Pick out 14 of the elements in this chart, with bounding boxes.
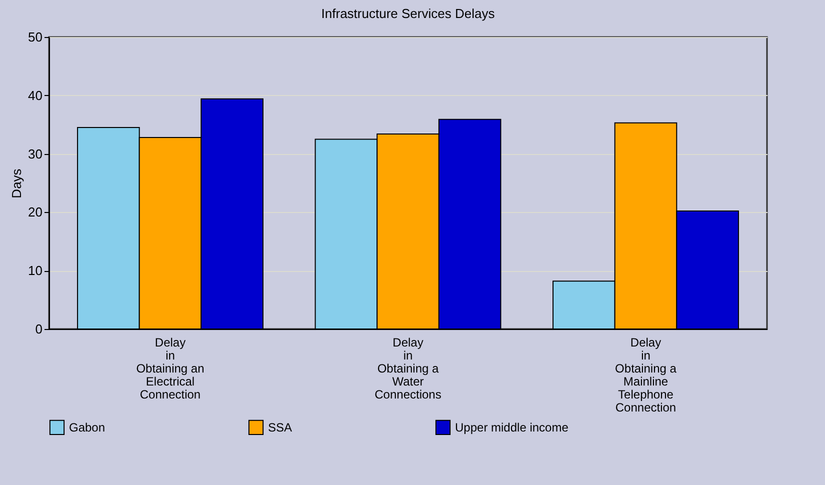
y-tick-label: 20 <box>28 204 42 220</box>
legend-label: SSA <box>268 420 292 434</box>
y-tick-label: 10 <box>28 263 42 278</box>
chart-title: Infrastructure Services Delays <box>321 6 496 21</box>
x-tick-label: Delay in Obtaining a Water Connections <box>374 336 442 402</box>
x-tick-label: Delay in Obtaining an Electrical Connection <box>136 336 204 402</box>
x-tick-label: Delay in Obtaining a Mainline Telephone Connection <box>615 336 677 414</box>
y-tick-label: 40 <box>28 88 42 103</box>
legend-label: Gabon <box>69 420 106 434</box>
y-axis-title: Days <box>9 168 24 198</box>
legend-label: Upper middle income <box>455 420 569 434</box>
y-tick-label: 30 <box>28 146 42 162</box>
y-tick-label: 50 <box>28 30 42 44</box>
y-tick-label: 0 <box>35 322 42 336</box>
